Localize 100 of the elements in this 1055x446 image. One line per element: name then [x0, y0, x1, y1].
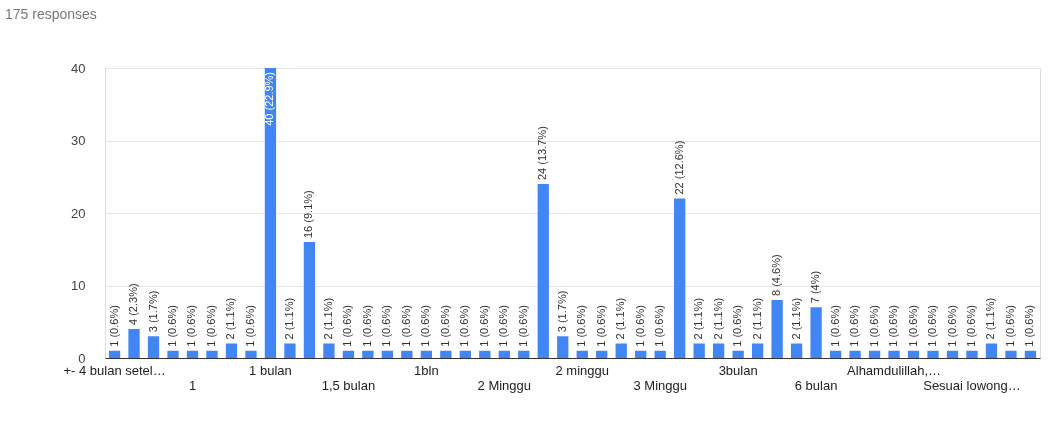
- bar: [498, 350, 510, 358]
- data-label: 1 (0.6%): [594, 305, 607, 347]
- bar: [420, 350, 432, 358]
- bar: [615, 343, 627, 358]
- bar: [946, 350, 959, 358]
- data-label: 1 (0.6%): [887, 305, 900, 347]
- data-label: 3 (1.7%): [555, 290, 568, 333]
- y-tick-label: 30: [71, 133, 86, 148]
- bar: [1005, 350, 1017, 358]
- data-label: 1 (0.6%): [458, 305, 471, 347]
- data-label: 2 (1.1%): [692, 297, 705, 340]
- data-label: 1 (0.6%): [516, 305, 529, 347]
- bar: [381, 350, 394, 358]
- bar: [868, 350, 881, 358]
- bar: [771, 300, 783, 358]
- bar: [576, 350, 588, 358]
- data-label: 1 (0.6%): [848, 305, 861, 347]
- data-label: 1 (0.6%): [575, 305, 588, 347]
- bar: [751, 343, 764, 358]
- y-tick-label: 10: [71, 278, 86, 293]
- data-label: 1 (0.6%): [906, 305, 919, 347]
- bar: [557, 336, 569, 358]
- bar: [849, 350, 861, 358]
- bar: [537, 184, 549, 358]
- x-tick-label: 2 minggu: [555, 362, 609, 378]
- data-label: 2 (1.1%): [750, 297, 763, 340]
- y-tick-label: 40: [71, 60, 86, 76]
- data-label: 16 (9.1%): [302, 190, 315, 238]
- data-label: 40 (22.9%): [263, 72, 276, 126]
- x-tick-label: Alhamdulillah,…: [847, 362, 942, 378]
- bar: [323, 343, 335, 358]
- data-label: 2 (1.1%): [614, 297, 627, 340]
- bar: [225, 343, 238, 358]
- bar: [284, 343, 296, 358]
- x-tick-label: 3bulan: [718, 362, 758, 378]
- data-label: 1 (0.6%): [107, 305, 120, 347]
- data-label: 1 (0.6%): [438, 305, 451, 347]
- data-label: 1 (0.6%): [731, 305, 744, 347]
- bar: [459, 350, 471, 358]
- bar: [829, 350, 842, 358]
- data-label: 2 (1.1%): [224, 297, 237, 340]
- data-label: 1 (0.6%): [867, 305, 880, 347]
- bar: [108, 350, 121, 358]
- bar: [907, 350, 920, 358]
- data-label: 1 (0.6%): [204, 305, 217, 347]
- data-label: 1 (0.6%): [243, 305, 256, 347]
- data-label: 2 (1.1%): [984, 297, 997, 340]
- data-label: 1 (0.6%): [380, 305, 393, 347]
- data-label: 1 (0.6%): [341, 305, 354, 347]
- data-label: 1 (0.6%): [399, 305, 412, 347]
- data-label: 4 (2.3%): [127, 283, 140, 325]
- bar: [810, 307, 822, 358]
- data-label: 7 (4%): [809, 270, 822, 304]
- data-label: 22 (12.6%): [672, 140, 685, 195]
- data-label: 1 (0.6%): [497, 305, 510, 347]
- data-label: 1 (0.6%): [477, 305, 490, 347]
- bar: [596, 350, 608, 358]
- x-tick-label: 1bln: [414, 362, 439, 378]
- bar: [147, 336, 160, 358]
- data-label: 1 (0.6%): [1023, 305, 1036, 347]
- data-label: 1 (0.6%): [360, 305, 373, 347]
- bar: [693, 343, 705, 358]
- bar: [654, 350, 666, 358]
- data-label: 1 (0.6%): [828, 305, 841, 347]
- bar: [245, 350, 257, 358]
- bar: [966, 350, 978, 358]
- bar: [1024, 350, 1037, 358]
- data-label: 1 (0.6%): [964, 305, 977, 347]
- data-label: 3 (1.7%): [146, 290, 159, 333]
- data-label: 2 (1.1%): [711, 297, 724, 340]
- bar: [888, 350, 900, 358]
- bar: [440, 350, 452, 358]
- bar: [401, 350, 413, 358]
- bar: [342, 350, 355, 358]
- bar: [985, 343, 998, 358]
- bar: [167, 350, 179, 358]
- bar: [186, 350, 199, 358]
- bar: [518, 350, 530, 358]
- bar: [927, 350, 939, 358]
- bar: [674, 198, 686, 358]
- bar: [362, 350, 374, 358]
- bar: [713, 343, 725, 358]
- data-label: 1 (0.6%): [166, 305, 179, 347]
- bar: [635, 350, 647, 358]
- data-label: 2 (1.1%): [282, 297, 295, 340]
- bar: [732, 350, 744, 358]
- x-tick-label: 1,5 bulan: [321, 377, 376, 393]
- bar: [128, 329, 140, 358]
- x-tick-label: 3 Minggu: [633, 377, 687, 393]
- data-label: 24 (13.7%): [536, 126, 549, 180]
- x-tick-label: 2 Minggu: [477, 377, 532, 393]
- data-label: 2 (1.1%): [321, 297, 334, 340]
- bar: [479, 350, 491, 358]
- x-tick-label: 6 bulan: [794, 377, 838, 393]
- x-tick-label: Sesuai lowong…: [923, 377, 1021, 393]
- data-label: 1 (0.6%): [926, 305, 939, 347]
- y-tick-label: 20: [71, 205, 86, 221]
- bar: [206, 350, 218, 358]
- data-label: 1 (0.6%): [945, 305, 958, 347]
- data-label: 1 (0.6%): [633, 305, 646, 347]
